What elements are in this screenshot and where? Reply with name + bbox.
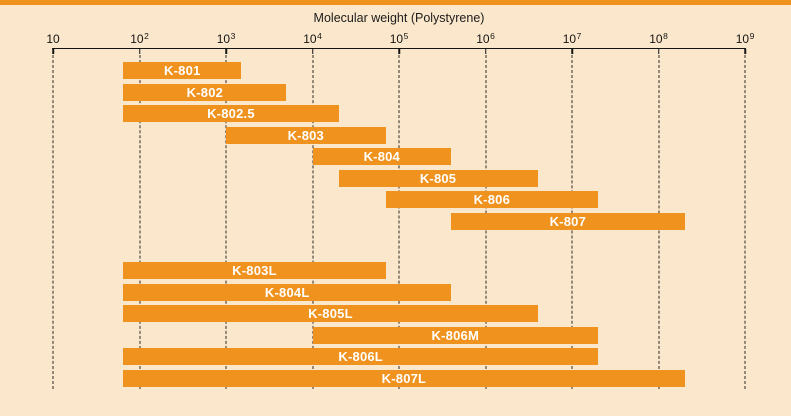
gridline-10e4	[312, 55, 313, 389]
tick-mark-10e9	[744, 49, 746, 54]
range-bar-label: K-806	[473, 192, 511, 207]
tick-mark-10e2	[138, 49, 141, 54]
tick-exponent: 4	[317, 30, 322, 41]
range-bar-k-807: K-807	[451, 212, 685, 230]
tick-label-10e1: 10	[46, 32, 60, 46]
range-bar-k-803: K-803	[226, 126, 386, 144]
range-bar-k-806l: K-806L	[123, 348, 599, 365]
tick-exponent: 5	[403, 30, 409, 41]
range-bar-label: K-807	[549, 213, 587, 229]
tick-exponent: 8	[663, 30, 668, 41]
range-bar-k-803l: K-803L	[123, 262, 386, 279]
range-bar-label: K-803	[287, 127, 324, 143]
range-bar-k-805l: K-805L	[123, 305, 538, 322]
range-bar-label: K-805	[419, 170, 457, 186]
gridline-10e3	[225, 55, 227, 389]
range-bar-label: K-803L	[232, 263, 277, 278]
tick-label-10e9: 109	[735, 30, 755, 46]
tick-mark-10e1	[52, 49, 54, 54]
range-bar-k-801: K-801	[123, 62, 242, 79]
tick-label-10e2: 102	[130, 30, 149, 46]
tick-label-10e6: 106	[476, 30, 495, 46]
range-bar-k-804l: K-804L	[123, 283, 452, 301]
range-bar-label: K-801	[164, 63, 201, 78]
tick-mark-10e3	[225, 49, 227, 54]
range-bar-k-802: K-802	[123, 83, 287, 101]
range-bar-k-805: K-805	[338, 169, 538, 187]
range-bar-k-806m: K-806M	[312, 326, 599, 344]
tick-exponent: 7	[576, 30, 582, 41]
tick-exponent: 2	[144, 30, 149, 41]
range-bar-label: K-806L	[338, 349, 383, 364]
gridline-10e9	[744, 55, 746, 389]
range-bar-k-802.5: K-802.5	[123, 105, 339, 122]
range-bar-label: K-802	[186, 84, 224, 100]
tick-mark-10e5	[398, 49, 400, 54]
range-bar-k-804: K-804	[312, 148, 452, 165]
tick-mark-10e7	[571, 49, 573, 54]
tick-mark-10e8	[657, 49, 660, 54]
tick-exponent: 3	[230, 30, 236, 41]
gridline-10e1	[52, 55, 54, 389]
range-bar-label: K-802.5	[207, 106, 255, 121]
range-bar-label: K-804L	[264, 284, 310, 300]
range-bar-label: K-804	[363, 149, 400, 164]
range-bar-k-806: K-806	[385, 191, 599, 208]
tick-label-10e3: 103	[216, 30, 236, 46]
top-accent-strip	[0, 0, 791, 5]
tick-exponent: 6	[490, 30, 495, 41]
tick-label-10e4: 104	[303, 30, 322, 46]
range-bar-label: K-807L	[381, 370, 427, 386]
x-axis-title: Molecular weight (Polystyrene)	[313, 11, 485, 25]
tick-mark-10e4	[311, 49, 314, 54]
range-bar-k-807l: K-807L	[123, 369, 685, 387]
tick-label-10e7: 107	[562, 30, 582, 46]
gridline-10e5	[398, 55, 400, 389]
gridline-10e2	[139, 55, 140, 389]
tick-label-10e8: 108	[649, 30, 668, 46]
tick-exponent: 9	[749, 30, 755, 41]
x-axis-line	[52, 47, 746, 49]
tick-mark-10e6	[484, 49, 487, 54]
range-bar-label: K-806M	[431, 327, 479, 343]
range-bar-label: K-805L	[308, 306, 353, 321]
tick-label-10e5: 105	[389, 30, 409, 46]
